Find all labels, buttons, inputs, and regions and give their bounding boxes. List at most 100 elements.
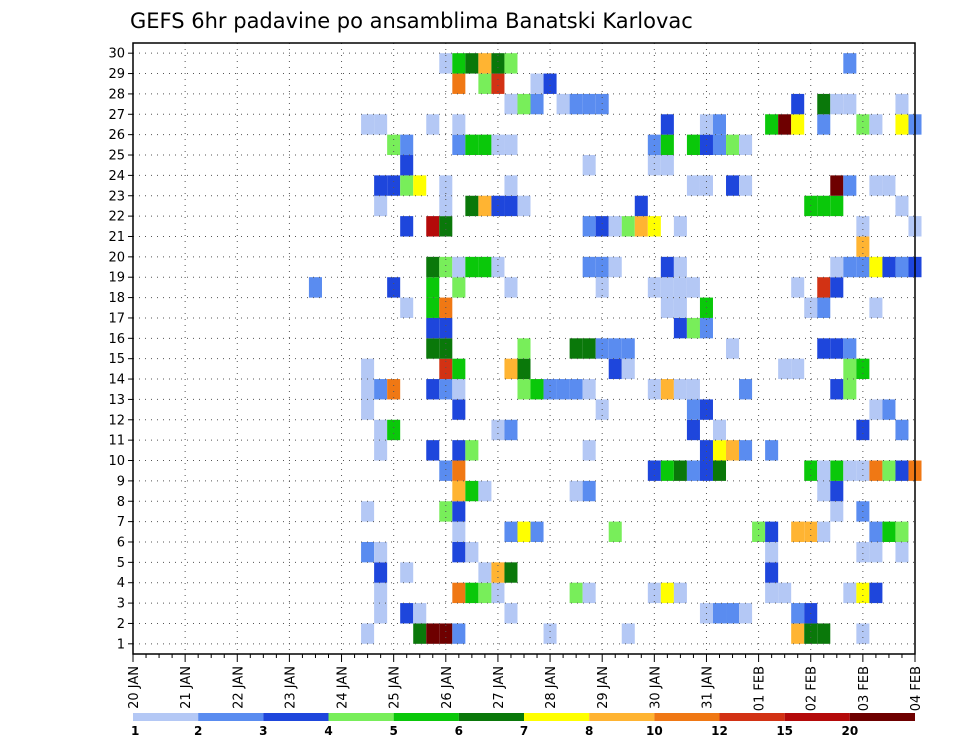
heatmap-cell — [504, 93, 518, 115]
heatmap-cell — [843, 93, 857, 115]
heatmap-cell — [699, 317, 713, 339]
heatmap-cell — [895, 256, 909, 278]
heatmap-cell — [387, 419, 401, 441]
legend-label: 1 — [131, 724, 139, 738]
heatmap-cell — [843, 256, 857, 278]
heatmap-cell — [647, 379, 661, 400]
heatmap-cell — [765, 440, 779, 461]
heatmap-cell — [686, 277, 700, 298]
legend-label: 10 — [646, 724, 663, 738]
heatmap-cell — [726, 134, 740, 156]
heatmap-cell — [804, 460, 818, 481]
y-tick-label: 11 — [108, 434, 125, 449]
legend-label: 7 — [520, 724, 528, 738]
heatmap-cell — [712, 114, 727, 135]
heatmap-cell — [595, 338, 609, 359]
x-tick-label: 29 JAN — [596, 666, 611, 709]
x-tick-label: 30 JAN — [648, 666, 663, 709]
heatmap-cell — [426, 379, 440, 400]
y-tick-label: 25 — [108, 149, 125, 164]
heatmap-cell — [439, 338, 453, 359]
y-tick-label: 9 — [117, 474, 125, 489]
legend-label: 3 — [259, 724, 267, 738]
y-tick-label: 26 — [108, 128, 125, 143]
heatmap-cell — [712, 419, 727, 441]
heatmap-cell — [686, 419, 700, 441]
heatmap-cell — [530, 73, 544, 94]
y-tick-label: 13 — [108, 393, 125, 408]
heatmap-cell — [621, 216, 635, 237]
heatmap-cell — [895, 114, 909, 135]
heatmap-cell — [739, 440, 753, 461]
legend-swatch — [784, 713, 850, 721]
heatmap-cell — [387, 277, 401, 298]
heatmap-cell — [504, 419, 518, 441]
heatmap-cell — [608, 521, 622, 542]
heatmap-cell — [374, 379, 388, 400]
heatmap-cell — [374, 114, 388, 135]
heatmap-cell — [686, 379, 700, 400]
heatmap-cell — [660, 379, 674, 400]
x-tick-label: 27 JAN — [492, 666, 507, 709]
heatmap-cell — [830, 175, 844, 196]
x-tick-label: 31 JAN — [700, 666, 715, 709]
heatmap-cell — [830, 256, 844, 278]
heatmap-cell — [660, 114, 674, 135]
x-tick-label: 23 JAN — [283, 666, 298, 709]
heatmap-cell — [595, 216, 609, 237]
heatmap-cell — [465, 134, 479, 156]
heatmap-cell — [660, 256, 674, 278]
heatmap-cell — [452, 114, 466, 135]
legend-swatch — [198, 713, 264, 721]
y-tick-label: 27 — [108, 108, 125, 123]
heatmap-cell — [556, 379, 570, 400]
heatmap-cell — [869, 256, 883, 278]
heatmap-cell — [504, 603, 518, 624]
heatmap-cell — [817, 460, 831, 481]
x-tick-label: 28 JAN — [544, 666, 559, 709]
heatmap-cell — [478, 480, 492, 502]
x-tick-label: 02 FEB — [805, 666, 820, 711]
heatmap-cell — [739, 175, 753, 196]
heatmap-cell — [504, 175, 518, 196]
heatmap-cell — [647, 216, 661, 237]
heatmap-cell — [608, 256, 622, 278]
heatmap-cell — [452, 541, 466, 563]
heatmap-cell — [504, 195, 518, 217]
y-tick-label: 7 — [117, 515, 125, 530]
legend-swatch — [263, 713, 329, 721]
heatmap-cell — [491, 256, 505, 278]
heatmap-cell — [869, 114, 883, 135]
heatmap-cell — [452, 277, 466, 298]
color-legend: 1 2 3 4 5 6 7 8 10 12 15 20 — [131, 713, 915, 738]
heatmap-cell — [439, 358, 453, 380]
heatmap-cell — [491, 562, 505, 583]
heatmap-cell — [830, 460, 844, 481]
legend-label: 6 — [455, 724, 463, 738]
heatmap-cell — [400, 216, 414, 237]
heatmap-cell — [843, 582, 857, 604]
heatmap-cell — [517, 93, 531, 115]
heatmap-cell — [791, 93, 805, 115]
legend-label: 2 — [194, 724, 202, 738]
heatmap-cell — [543, 623, 557, 644]
heatmap-cell — [895, 419, 909, 441]
legend-swatch — [589, 713, 655, 721]
heatmap-cell — [452, 256, 466, 278]
heatmap-cell — [621, 338, 635, 359]
y-tick-label: 24 — [108, 169, 125, 184]
heatmap-cell — [843, 379, 857, 400]
heatmap-cell — [817, 480, 831, 502]
heatmap-cell — [660, 460, 674, 481]
heatmap-cell — [491, 53, 505, 74]
heatmap-cell — [426, 216, 440, 237]
heatmap-cell — [673, 256, 687, 278]
heatmap-cell — [856, 114, 870, 135]
x-tick-label: 22 JAN — [231, 666, 246, 709]
heatmap-cell — [843, 175, 857, 196]
y-tick-label: 8 — [117, 495, 125, 510]
heatmap-cell — [673, 297, 687, 318]
heatmap-cell — [426, 338, 440, 359]
heatmap-cell — [856, 541, 870, 563]
heatmap-cell — [465, 541, 479, 563]
